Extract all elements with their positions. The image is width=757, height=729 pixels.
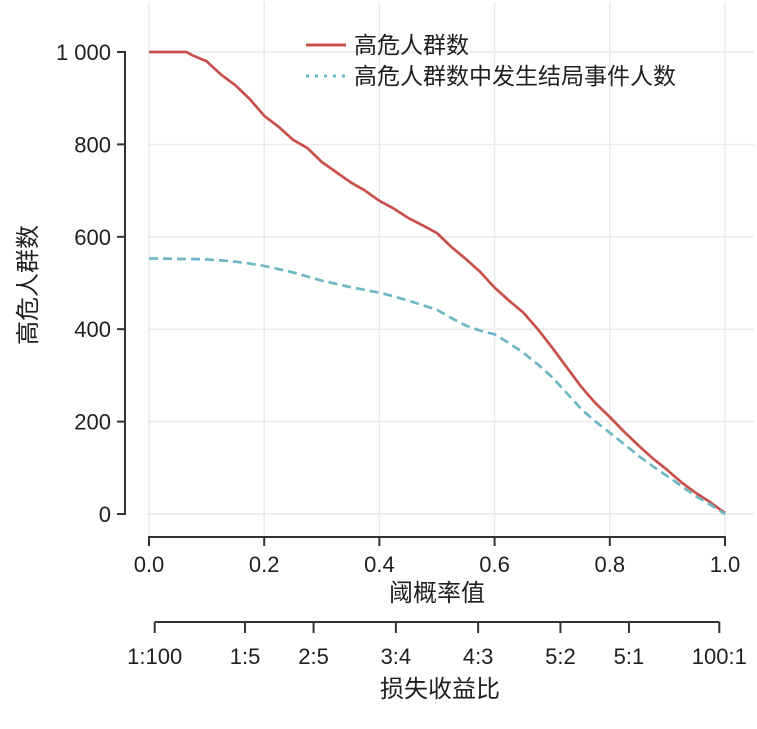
secondary-axis-tick-label: 100:1 — [692, 644, 747, 669]
secondary-axis-tick-label: 2:5 — [298, 644, 329, 669]
y-axis-tick-label: 200 — [74, 410, 111, 435]
secondary-axis-tick-label: 5:1 — [614, 644, 645, 669]
x-axis-tick-label: 0.0 — [134, 552, 165, 577]
legend: 高危人群数 高危人群数中发生结局事件人数 — [306, 32, 676, 89]
legend-label-high-risk-events: 高危人群数中发生结局事件人数 — [354, 63, 676, 89]
gridlines — [148, 2, 754, 536]
legend-item-high-risk: 高危人群数 — [306, 32, 469, 58]
curve-high-risk — [149, 50, 726, 515]
curve-high-risk-events — [149, 257, 726, 516]
secondary-axis-tick-label: 4:3 — [463, 644, 494, 669]
y-axis-tick-label: 600 — [74, 225, 111, 250]
x-axis-tick-label: 0.4 — [364, 552, 395, 577]
y-axis-title: 高危人群数 — [15, 225, 42, 345]
x-axis-title: 阈概率值 — [389, 580, 485, 607]
secondary-axis-tick-label: 1:100 — [127, 644, 182, 669]
x-axis-tick-label: 0.8 — [595, 552, 626, 577]
axes: 0 200 400 600 800 1 000 0.0 0.2 0.4 0.6 0.8 1.0 1:10… — [56, 40, 747, 669]
secondary-axis-tick-label: 5:2 — [545, 644, 576, 669]
x-axis-tick-label: 1.0 — [710, 552, 741, 577]
secondary-axis-tick-label: 1:5 — [230, 644, 261, 669]
x-axis-tick-label: 0.6 — [479, 552, 510, 577]
y-axis-tick-label: 0 — [99, 502, 111, 527]
legend-item-high-risk-events: 高危人群数中发生结局事件人数 — [306, 63, 676, 89]
secondary-axis-title: 损失收益比 — [380, 676, 500, 703]
legend-label-high-risk: 高危人群数 — [354, 32, 469, 58]
curves — [149, 50, 726, 516]
y-axis-tick-label: 800 — [74, 132, 111, 157]
y-axis-tick-label: 400 — [74, 317, 111, 342]
secondary-axis-tick-label: 3:4 — [381, 644, 412, 669]
y-axis-tick-label: 1 000 — [56, 40, 111, 65]
x-axis-tick-label: 0.2 — [249, 552, 280, 577]
